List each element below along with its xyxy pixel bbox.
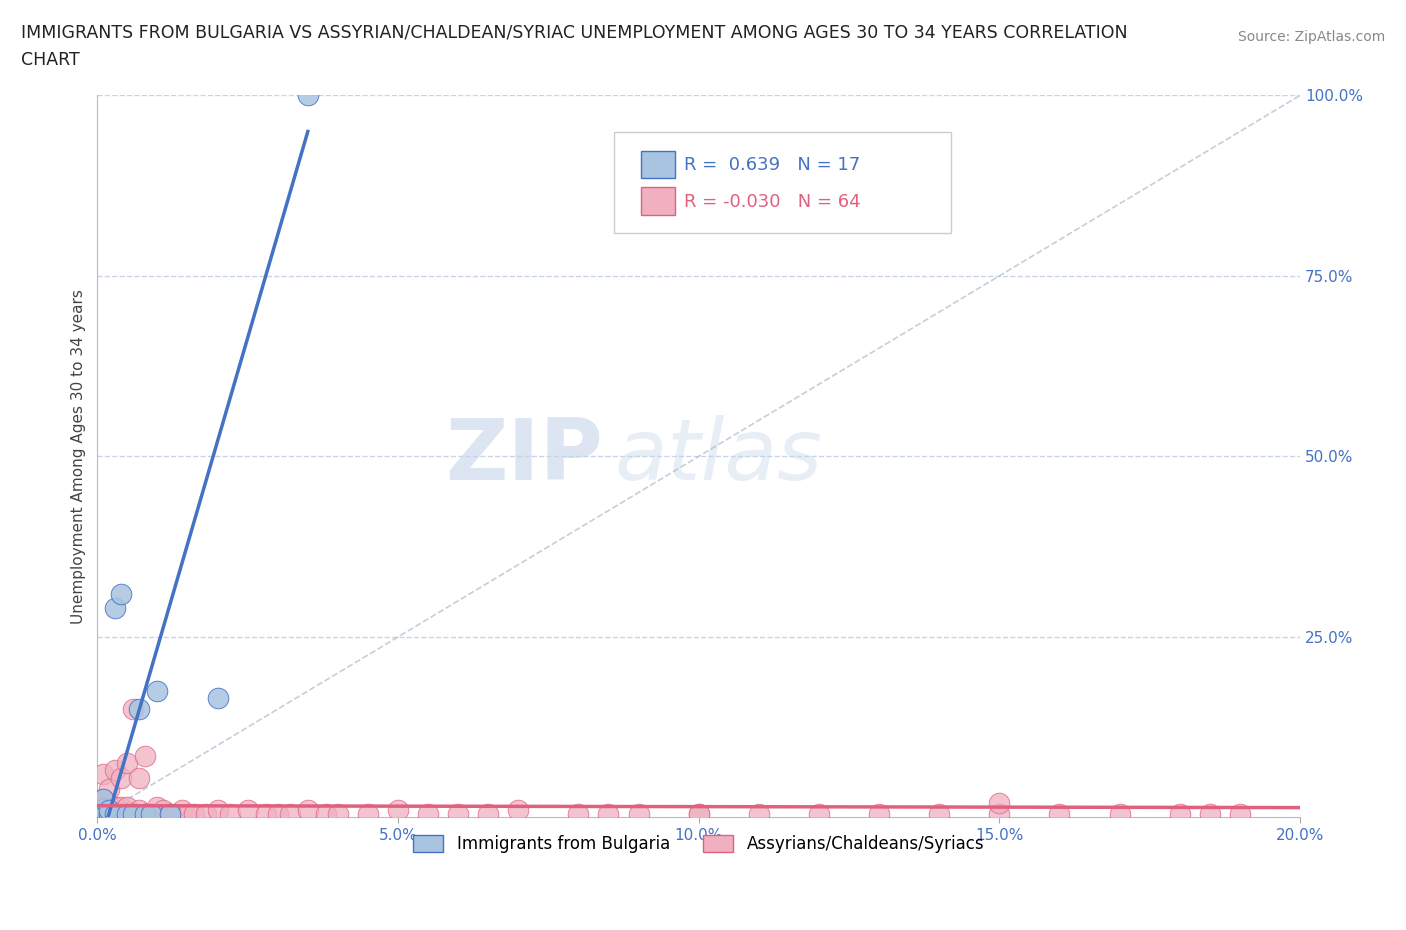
Point	[134, 749, 156, 764]
Point	[159, 806, 181, 821]
Point	[207, 691, 229, 706]
Point	[357, 806, 380, 821]
Point	[93, 806, 115, 821]
Text: Source: ZipAtlas.com: Source: ZipAtlas.com	[1237, 30, 1385, 44]
Point	[98, 806, 121, 821]
Point	[128, 701, 150, 716]
Point	[170, 803, 193, 817]
Point	[868, 806, 890, 821]
Point	[98, 799, 121, 814]
Point	[117, 756, 139, 771]
Point	[297, 88, 319, 103]
Point	[477, 806, 499, 821]
Point	[254, 806, 277, 821]
Point	[146, 806, 169, 821]
Point	[93, 792, 115, 807]
Text: R =  0.639   N = 17: R = 0.639 N = 17	[685, 156, 860, 175]
Text: IMMIGRANTS FROM BULGARIA VS ASSYRIAN/CHALDEAN/SYRIAC UNEMPLOYMENT AMONG AGES 30 : IMMIGRANTS FROM BULGARIA VS ASSYRIAN/CHA…	[21, 23, 1128, 41]
Point	[988, 806, 1011, 821]
Point	[1168, 806, 1191, 821]
Point	[416, 806, 439, 821]
Point	[117, 806, 139, 821]
Point	[508, 803, 530, 817]
Point	[128, 770, 150, 785]
Point	[267, 806, 290, 821]
Point	[141, 806, 163, 821]
Point	[134, 806, 156, 821]
Point	[297, 803, 319, 817]
Point	[183, 806, 205, 821]
Point	[117, 799, 139, 814]
Point	[598, 806, 620, 821]
Point	[128, 803, 150, 817]
Text: R = -0.030   N = 64: R = -0.030 N = 64	[685, 193, 860, 210]
Point	[98, 781, 121, 796]
Point	[176, 806, 198, 821]
Point	[110, 586, 132, 601]
Point	[278, 806, 301, 821]
Point	[104, 806, 127, 821]
Point	[387, 803, 409, 817]
Y-axis label: Unemployment Among Ages 30 to 34 years: Unemployment Among Ages 30 to 34 years	[72, 289, 86, 624]
Point	[748, 806, 770, 821]
Bar	[641, 151, 675, 179]
Point	[141, 806, 163, 821]
Point	[117, 806, 139, 821]
Point	[688, 806, 710, 821]
Point	[104, 601, 127, 616]
Point	[1229, 806, 1251, 821]
Point	[928, 806, 950, 821]
Point	[104, 799, 127, 814]
Point	[110, 799, 132, 814]
Point	[627, 806, 650, 821]
Point	[159, 806, 181, 821]
Point	[236, 803, 259, 817]
Point	[207, 803, 229, 817]
Point	[326, 806, 349, 821]
Point	[122, 806, 145, 821]
Point	[1198, 806, 1220, 821]
Point	[218, 806, 240, 821]
Point	[93, 806, 115, 821]
Point	[194, 806, 217, 821]
Point	[159, 806, 181, 821]
Point	[122, 701, 145, 716]
Point	[447, 806, 470, 821]
Legend: Immigrants from Bulgaria, Assyrians/Chaldeans/Syriacs: Immigrants from Bulgaria, Assyrians/Chal…	[406, 828, 991, 859]
Point	[688, 806, 710, 821]
Point	[93, 792, 115, 807]
Point	[146, 684, 169, 698]
Point	[98, 803, 121, 817]
Point	[110, 806, 132, 821]
Point	[152, 803, 174, 817]
Point	[93, 802, 115, 817]
Point	[134, 806, 156, 821]
FancyBboxPatch shape	[614, 131, 952, 232]
Point	[146, 799, 169, 814]
Point	[104, 763, 127, 777]
Point	[988, 795, 1011, 810]
Point	[1108, 806, 1130, 821]
Point	[110, 770, 132, 785]
Point	[98, 806, 121, 821]
Text: atlas: atlas	[614, 415, 823, 498]
Point	[122, 806, 145, 821]
Point	[93, 799, 115, 814]
Point	[104, 806, 127, 821]
Text: CHART: CHART	[21, 51, 80, 69]
Point	[567, 806, 589, 821]
Point	[1049, 806, 1071, 821]
Point	[807, 806, 830, 821]
Bar	[641, 187, 675, 215]
Point	[93, 766, 115, 781]
Text: ZIP: ZIP	[444, 415, 603, 498]
Point	[165, 806, 187, 821]
Point	[315, 806, 337, 821]
